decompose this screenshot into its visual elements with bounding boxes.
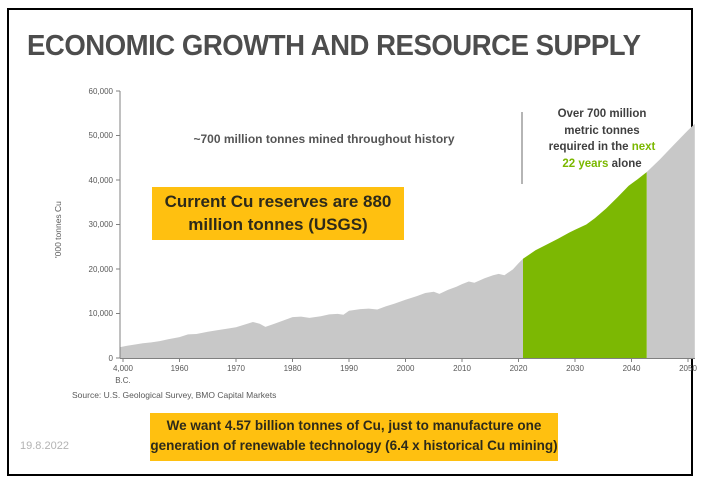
demand-callout-line: generation of renewable technology (6.4 …	[150, 438, 558, 453]
chart-canvas	[116, 90, 695, 362]
text-run: metric tonnes	[564, 124, 640, 137]
future-demand-text-line: metric tonnes	[535, 123, 669, 140]
demand-callout-line: We want 4.57 billion tonnes of Cu, just …	[166, 418, 542, 433]
x-tick-sub-label: B.C.	[115, 376, 131, 385]
future-demand-text-line: required in the next	[535, 139, 669, 156]
callout-divider-line	[521, 112, 523, 184]
x-tick-label: 1970	[227, 364, 245, 373]
history-annotation: ~700 million tonnes mined throughout his…	[193, 132, 455, 146]
x-tick-label: 2010	[453, 364, 471, 373]
x-tick-label: 2050	[679, 364, 697, 373]
text-run: alone	[608, 157, 642, 170]
y-tick-label: 50,000	[88, 131, 113, 140]
text-run: Over 700 million	[557, 108, 647, 120]
x-tick-label: 1980	[283, 364, 302, 373]
x-tick-label: 1990	[340, 364, 358, 373]
x-tick-label: 2020	[509, 364, 528, 373]
future-demand-text-line: Over 700 million	[535, 106, 669, 123]
reserves-callout: Current Cu reserves are 880 million tonne…	[152, 187, 404, 240]
y-tick-label: 20,000	[88, 264, 113, 274]
future-required-next-22-years-area	[523, 172, 647, 358]
slide: ECONOMIC GROWTH AND RESOURCE SUPPLY '000…	[7, 8, 697, 476]
slide-title: ECONOMIC GROWTH AND RESOURCE SUPPLY	[27, 30, 641, 62]
reserves-callout-line: Current Cu reserves are 880	[164, 192, 392, 211]
y-tick-label: 0	[108, 353, 113, 363]
highlighted-text-run: 22 years	[562, 157, 609, 170]
y-tick-label: 10,000	[88, 309, 113, 318]
date-label: 19.8.2022	[20, 440, 69, 452]
x-tick-label: 2040	[622, 364, 641, 373]
x-tick-label: 2000	[396, 364, 415, 373]
x-tick-label: 4,000	[112, 364, 134, 373]
reserves-callout-line: million tonnes (USGS)	[188, 215, 368, 234]
y-tick-label: 30,000	[88, 220, 113, 229]
demand-callout: We want 4.57 billion tonnes of Cu, just …	[150, 413, 558, 461]
future-demand-text: Over 700 million metric tonnes required in…	[535, 106, 669, 172]
y-tick-label: 40,000	[88, 175, 113, 185]
x-tick-label: 1960	[170, 364, 189, 373]
y-tick-label: 60,000	[88, 86, 113, 96]
y-axis-title: '000 tonnes Cu	[53, 201, 63, 259]
source-note: Source: U.S. Geological Survey, BMO Capi…	[72, 390, 277, 400]
historical-cumulative-mined-area	[119, 258, 523, 358]
highlighted-text-run: next	[631, 141, 656, 153]
future-demand-text-line: 22 years alone	[535, 156, 669, 173]
cu-mining-area-chart: '000 tonnes Cu 0 10,000 20,000 30,000 40,000…	[9, 10, 697, 474]
text-run: required in the	[548, 141, 632, 153]
x-tick-label: 2030	[566, 364, 584, 373]
